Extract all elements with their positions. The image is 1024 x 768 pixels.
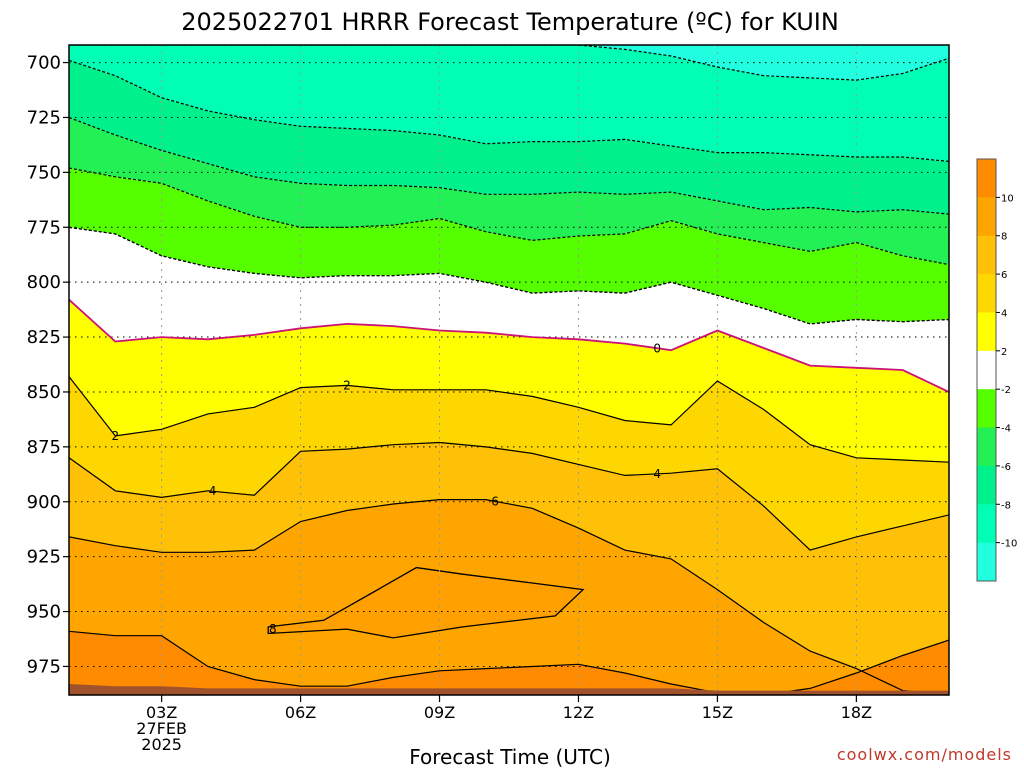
isotherm-labels: 0 2 2 4 4 6 8: [111, 341, 661, 636]
temperature-band: [69, 227, 949, 392]
y-tick-label: 850: [27, 382, 61, 403]
temperature-band: [69, 299, 949, 463]
colorbar-label: 2: [1001, 347, 1007, 358]
colorbar-swatch: [977, 389, 996, 429]
isotherm-lines: [69, 45, 949, 695]
colorbar-swatch: [977, 465, 996, 505]
temperature-band: [69, 376, 949, 551]
y-tick-label: 925: [27, 547, 61, 568]
isotherm-label: 4: [653, 467, 661, 481]
y-tick-label: 725: [27, 107, 61, 128]
y-tick-label: 750: [27, 162, 61, 183]
isotherm-line: [69, 630, 949, 695]
colorbar-label: 6: [1001, 270, 1007, 281]
x-tick-label: 09Z: [424, 703, 455, 722]
x-tick-label: 06Z: [285, 703, 316, 722]
y-tick-label: 975: [27, 656, 61, 677]
chart-title: 2025022701 HRRR Forecast Temperature (ºC…: [181, 8, 839, 36]
colorbar-label: 4: [1001, 308, 1007, 319]
ground-layer: [69, 684, 949, 695]
x-tick-label: 03Z: [146, 703, 177, 722]
isotherm-line: [69, 167, 949, 266]
isotherm-line: [69, 59, 949, 162]
y-tick-label: 825: [27, 327, 61, 348]
colorbar-label: 10: [1001, 193, 1014, 204]
y-tick-label: 950: [27, 602, 61, 623]
colorbar-label: -4: [1001, 424, 1011, 435]
temperature-fill-bands: [69, 45, 949, 706]
colorbar-swatch: [977, 197, 996, 237]
colorbar-label: -10: [1001, 539, 1017, 550]
temperature-band: [69, 117, 949, 265]
x-tick-label: 15Z: [702, 703, 733, 722]
colorbar-swatch: [977, 312, 996, 352]
colorbar-swatch: [977, 542, 996, 582]
y-tick-label: 775: [27, 217, 61, 238]
temperature-band: [69, 168, 949, 324]
colorbar-label: -8: [1001, 500, 1011, 511]
temperature-band: [69, 45, 949, 81]
y-tick-label: 900: [27, 492, 61, 513]
colorbar-swatch: [977, 274, 996, 313]
isotherm-line: [69, 499, 949, 695]
colorbar-swatch: [977, 235, 996, 275]
isotherm-label: 8: [269, 622, 277, 636]
x-tick-label: 2025: [141, 735, 182, 754]
temperature-band: [69, 442, 949, 695]
isotherm-label: 2: [111, 429, 119, 443]
isotherm-label: 6: [491, 494, 499, 508]
x-tick-label: 27FEB: [136, 719, 187, 738]
temperature-band: [69, 60, 949, 215]
ground-fill: [69, 684, 949, 695]
isotherm-line: [69, 376, 949, 463]
x-tick-label: 18Z: [841, 703, 872, 722]
colorbar-label: 8: [1001, 232, 1007, 243]
isotherm-line: [69, 45, 949, 81]
colorbar-swatch: [977, 159, 996, 198]
colorbar-swatch: [977, 350, 996, 390]
warm-pocket-contour: [267, 566, 585, 639]
temperature-band: [69, 695, 949, 706]
y-tick-label: 700: [27, 53, 61, 74]
plot-frame: [68, 44, 950, 696]
colorbar-frame: [976, 158, 997, 582]
credit-text: coolwx.com/models: [837, 745, 1012, 764]
colorbar-legend: 10 8 6 4 2 -2 -4 -6 -8 -10: [976, 158, 1017, 582]
colorbar-swatch: [977, 504, 996, 544]
grid-lines: [69, 45, 949, 695]
y-axis: 700 725 750 775 800 825 850 875 900 925 950 975: [27, 53, 69, 677]
colorbar-swatch: [977, 427, 996, 467]
temperature-band: [69, 45, 949, 162]
isotherm-label: 0: [653, 341, 661, 355]
x-tick-label: 12Z: [563, 703, 594, 722]
y-tick-label: 800: [27, 272, 61, 293]
x-axis-label: Forecast Time (UTC): [409, 745, 611, 768]
y-tick-label: 875: [27, 437, 61, 458]
isotherm-line: [69, 441, 949, 551]
isotherm-label: 2: [343, 378, 351, 392]
isotherm-line: [69, 299, 949, 393]
isotherm-line: [69, 116, 949, 215]
colorbar-label: -6: [1001, 462, 1011, 473]
colorbar-label: -2: [1001, 385, 1011, 396]
isotherm-line: [69, 226, 949, 325]
isotherm-label: 4: [209, 484, 217, 498]
